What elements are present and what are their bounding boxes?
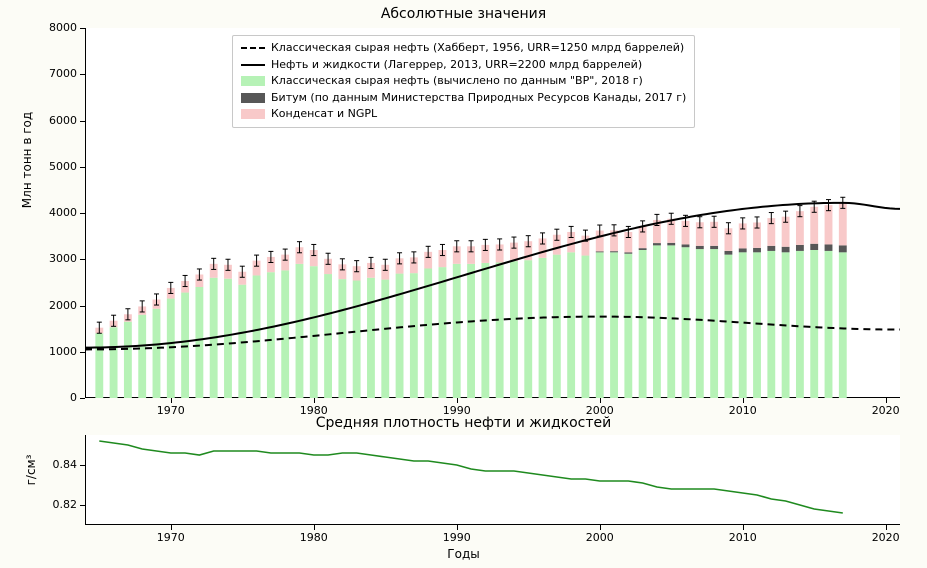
xtick	[171, 525, 172, 530]
xtick	[457, 525, 458, 530]
xtick-label: 1970	[157, 531, 185, 544]
ytick-label: 0.82	[37, 498, 77, 511]
ytick	[80, 505, 85, 506]
xtick	[886, 525, 887, 530]
xtick	[743, 525, 744, 530]
xtick	[314, 525, 315, 530]
xtick-label: 2010	[729, 531, 757, 544]
xtick-label: 2000	[586, 531, 614, 544]
xtick	[600, 525, 601, 530]
xtick-label: 2020	[872, 531, 900, 544]
xtick-label: 1990	[443, 531, 471, 544]
ytick	[80, 465, 85, 466]
xlabel: Годы	[0, 547, 927, 561]
density-line	[99, 441, 843, 513]
ytick-label: 0.84	[37, 458, 77, 471]
xtick-label: 1980	[300, 531, 328, 544]
figure: Абсолютные значения Млн тонн в год 01000…	[0, 0, 927, 568]
bottom-chart-svg	[0, 0, 927, 568]
